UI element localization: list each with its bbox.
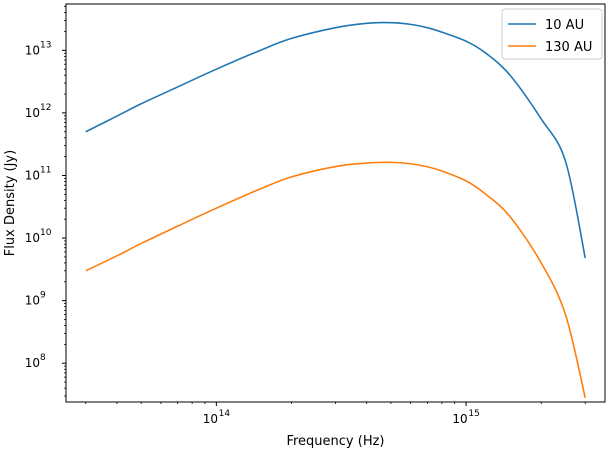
legend: 10 AU 130 AU — [501, 8, 603, 60]
y-tick-label: 10 — [25, 294, 40, 308]
y-tick-exponent: 11 — [40, 165, 51, 175]
y-tick-exponent: 9 — [40, 291, 46, 301]
series-line-0 — [85, 21, 587, 259]
x-axis-label: Frequency (Hz) — [286, 434, 384, 449]
plot-frame — [65, 3, 606, 403]
legend-label-1: 130 AU — [545, 40, 592, 55]
series-line-1 — [85, 161, 587, 398]
y-tick-exponent: 8 — [40, 353, 46, 363]
x-tick-exponent: 14 — [219, 409, 231, 419]
x-tick-exponent: 15 — [468, 409, 479, 419]
y-tick-label: 10 — [25, 43, 40, 57]
legend-label-0: 10 AU — [545, 18, 584, 33]
plot-area — [66, 4, 605, 402]
series-layer — [85, 21, 587, 398]
y-tick-label: 10 — [25, 356, 40, 370]
x-tick-label: 10 — [203, 412, 218, 426]
y-tick-label: 10 — [25, 168, 40, 182]
y-tick-exponent: 13 — [40, 40, 51, 50]
x-tick-label: 10 — [452, 412, 467, 426]
y-tick-label: 10 — [25, 231, 40, 245]
y-axis-label: Flux Density (Jy) — [3, 150, 18, 256]
y-tick-label: 10 — [25, 106, 40, 120]
y-tick-exponent: 10 — [40, 228, 52, 238]
y-tick-exponent: 12 — [40, 103, 51, 113]
